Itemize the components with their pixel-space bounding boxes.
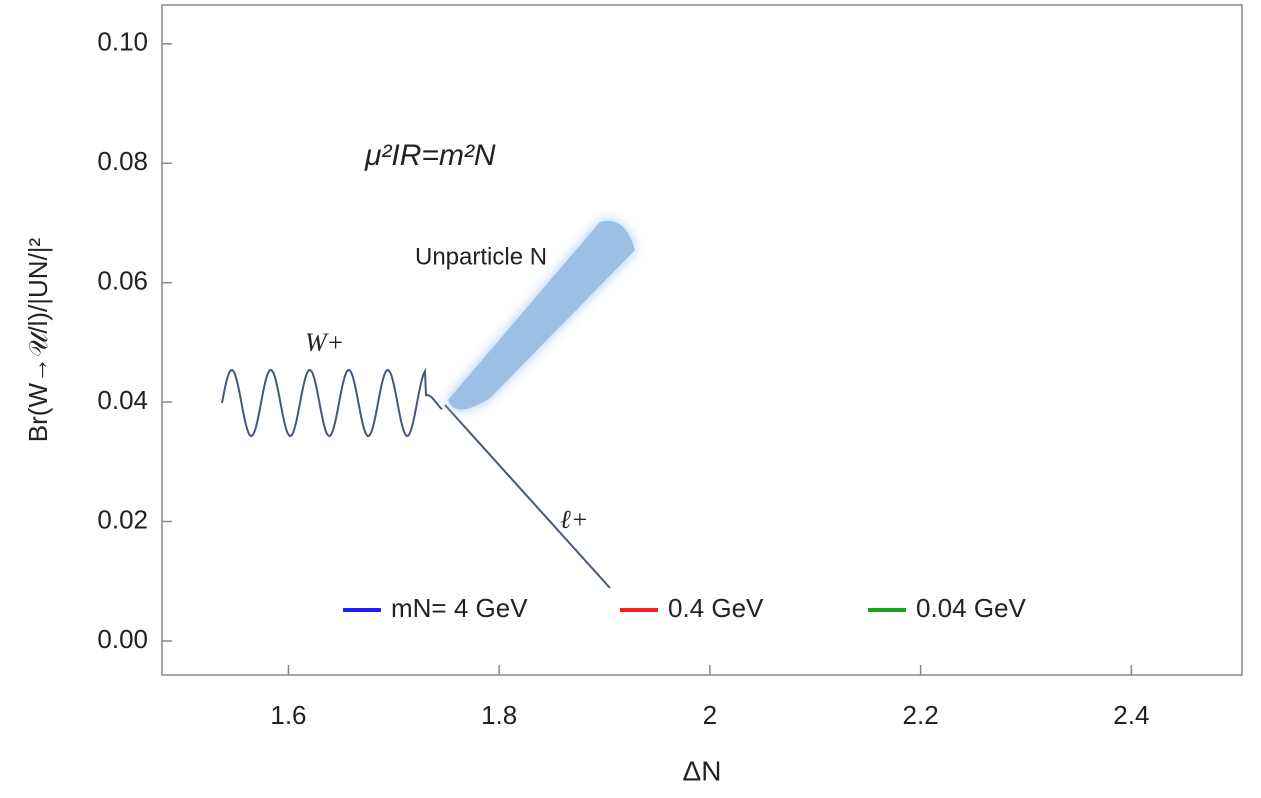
lepton-label: ℓ+ xyxy=(560,505,588,534)
x-tick-label: 2.2 xyxy=(903,700,939,730)
y-tick-label: 0.02 xyxy=(97,504,148,534)
x-axis-label: ΔN xyxy=(683,755,722,786)
y-tick-label: 0.04 xyxy=(97,385,148,415)
y-tick-label: 0.10 xyxy=(97,27,148,57)
legend-label: mN= 4 GeV xyxy=(391,593,528,623)
y-tick-label: 0.00 xyxy=(97,624,148,654)
y-tick-label: 0.06 xyxy=(97,266,148,296)
x-tick-label: 2 xyxy=(703,700,717,730)
boson-label: W+ xyxy=(305,328,344,357)
x-tick-label: 2.4 xyxy=(1113,700,1149,730)
condition-label: μ²IR=m²N xyxy=(364,139,496,172)
unparticle-label: Unparticle N xyxy=(415,243,547,270)
x-tick-label: 1.8 xyxy=(481,700,517,730)
w-boson-wave xyxy=(221,367,443,438)
legend-label: 0.4 GeV xyxy=(668,593,764,623)
unparticle-blob xyxy=(448,220,635,410)
y-axis-label: Br(W→𝒰/l)/|UN/|² xyxy=(23,237,53,442)
legend-label: 0.04 GeV xyxy=(916,593,1027,623)
y-tick-label: 0.08 xyxy=(97,146,148,176)
inset-diagram: Unparticle N W+ ℓ+ xyxy=(221,220,635,589)
plot-frame xyxy=(161,4,1243,676)
lepton-line xyxy=(444,404,611,589)
x-tick-label: 1.6 xyxy=(270,700,306,730)
